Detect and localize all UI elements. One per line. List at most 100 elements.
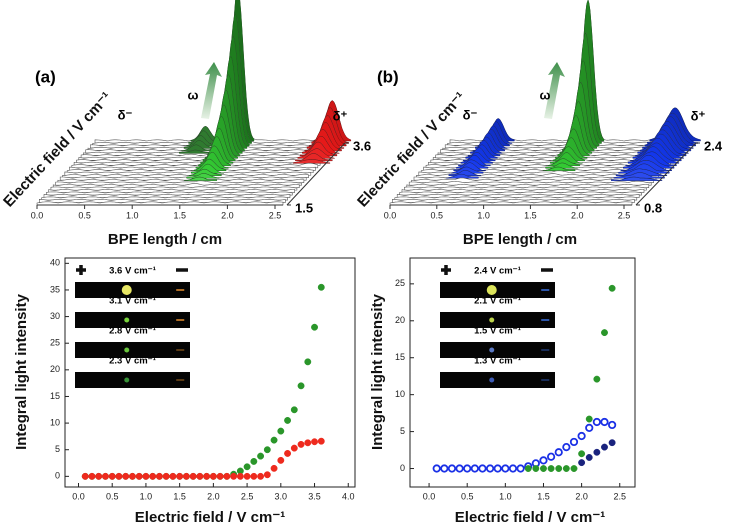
data-point (284, 416, 292, 424)
waterfall-peak (545, 162, 578, 169)
plot-frame (64, 257, 356, 488)
waterfall-peak (613, 172, 665, 179)
data-point (169, 472, 177, 480)
plus-icon (76, 265, 86, 275)
inset-glow (124, 347, 130, 353)
x-tick-label: 0.0 (384, 210, 397, 220)
waterfall-slice (64, 163, 312, 176)
data-point (532, 465, 540, 472)
data-point (524, 465, 532, 472)
data-point (284, 449, 292, 457)
field-tick-label: 0.8 (644, 200, 662, 215)
data-point (585, 415, 593, 423)
waterfall-peak (450, 166, 484, 174)
y-axis-label: Integral light intensity (13, 293, 30, 450)
data-point (263, 471, 271, 479)
data-point (608, 284, 616, 292)
data-point (608, 439, 616, 447)
data-point (600, 417, 609, 427)
data-point (555, 465, 563, 472)
waterfall-slice (401, 189, 645, 193)
data-point (270, 436, 278, 444)
waterfall-peak (547, 158, 581, 167)
data-point (578, 450, 586, 458)
x-tick-label: 4.0 (342, 491, 355, 501)
data-point (257, 472, 265, 480)
waterfall-slice (55, 180, 302, 186)
inset-label: 3.1 V cm⁻¹ (109, 296, 156, 307)
waterfall-peak (297, 148, 335, 159)
waterfall-slice (447, 32, 690, 146)
annotation: δ⁺ (691, 108, 706, 123)
data-point (142, 472, 150, 480)
data-point (203, 472, 211, 480)
inset-label: 1.5 V cm⁻¹ (474, 326, 521, 337)
data-point (569, 437, 579, 447)
waterfall-slice (38, 198, 286, 203)
data-point (128, 472, 136, 480)
x-tick-label: 2.0 (571, 210, 584, 220)
waterfall-slice (389, 201, 633, 206)
data-point (108, 472, 116, 480)
data-point (608, 420, 617, 430)
data-point (263, 446, 271, 454)
data-point (182, 472, 190, 480)
x-tick-label: 2.0 (575, 491, 588, 501)
field-axis (286, 142, 346, 206)
data-point (540, 465, 547, 472)
waterfall-slice (392, 198, 635, 203)
plus-icon (441, 265, 451, 275)
data-point (196, 472, 204, 480)
waterfall-peak (448, 170, 482, 176)
data-point (577, 431, 586, 441)
waterfall-peak (292, 159, 331, 164)
waterfall-slice (71, 145, 319, 169)
x-tick-label: 1.5 (174, 210, 187, 220)
waterfall-peak (186, 173, 220, 179)
inset-glow (124, 377, 130, 383)
inset-label: 2.3 V cm⁻¹ (109, 356, 156, 367)
x-tick-label: 1.0 (477, 210, 490, 220)
data-point (311, 438, 318, 446)
data-point (516, 464, 525, 473)
inset-image (440, 282, 555, 298)
inset-image (75, 372, 190, 388)
data-point (317, 283, 325, 291)
inset-glow (489, 347, 495, 353)
waterfall-slice (59, 173, 307, 181)
data-point (593, 375, 601, 383)
inset-label: 2.8 V cm⁻¹ (109, 326, 156, 337)
inset-label: 3.6 V cm⁻¹ (109, 266, 156, 277)
data-point (478, 464, 487, 473)
inset-label: 1.3 V cm⁻¹ (474, 356, 521, 367)
data-point (290, 406, 298, 414)
inset-glow (124, 317, 130, 323)
arrow (544, 62, 565, 119)
waterfall-peak (618, 163, 670, 174)
y-tick-label: 0 (55, 471, 60, 481)
inset-image (75, 312, 190, 328)
x-tick-label: 2.0 (207, 491, 220, 501)
data-point (102, 472, 109, 480)
x-tick-label: 0.5 (106, 491, 119, 501)
data-point (601, 329, 608, 337)
y-tick-label: 35 (50, 284, 60, 294)
data-point (270, 464, 278, 472)
inset-image (440, 312, 555, 328)
y-tick-label: 0 (400, 463, 405, 473)
y-tick-label: 40 (50, 258, 60, 268)
waterfall-slice (66, 158, 314, 174)
data-point (216, 472, 224, 480)
inset-image (440, 372, 555, 388)
annotation: ω (540, 87, 551, 102)
data-point (601, 443, 608, 451)
panel-label: (b) (377, 67, 399, 86)
data-point (230, 472, 238, 480)
waterfall-peak (181, 144, 212, 152)
inset-glow (489, 377, 495, 383)
data-point (155, 472, 163, 480)
data-point (209, 472, 217, 480)
data-point (250, 457, 258, 465)
data-point (115, 472, 123, 480)
